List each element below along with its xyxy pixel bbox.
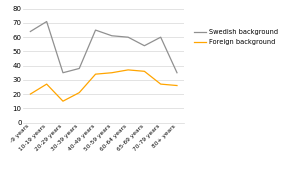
Swedish background: [61, 72, 65, 74]
Swedish background: [126, 36, 130, 38]
Foreign background: [143, 70, 146, 72]
Swedish background: [175, 72, 179, 74]
Foreign background: [110, 72, 113, 74]
Swedish background: [143, 45, 146, 47]
Swedish background: [45, 20, 48, 23]
Foreign background: [94, 73, 97, 75]
Swedish background: [159, 36, 162, 38]
Line: Swedish background: Swedish background: [30, 22, 177, 73]
Swedish background: [77, 67, 81, 69]
Foreign background: [77, 92, 81, 94]
Swedish background: [29, 30, 32, 33]
Foreign background: [159, 83, 162, 85]
Foreign background: [45, 83, 48, 85]
Legend: Swedish background, Foreign background: Swedish background, Foreign background: [194, 29, 278, 45]
Foreign background: [61, 100, 65, 102]
Line: Foreign background: Foreign background: [30, 70, 177, 101]
Swedish background: [94, 29, 97, 31]
Foreign background: [126, 69, 130, 71]
Foreign background: [29, 93, 32, 95]
Foreign background: [175, 85, 179, 87]
Swedish background: [110, 35, 113, 37]
